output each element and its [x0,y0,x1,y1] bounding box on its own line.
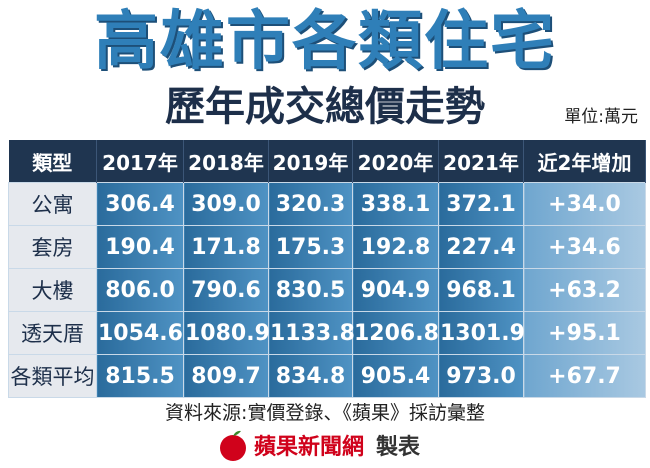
cell: 227.4 [438,225,524,269]
apple-logo [220,430,246,461]
cell: +67.7 [523,354,646,398]
cell: 1054.6 [96,311,184,355]
row-label: 大樓 [8,268,97,312]
cell: 338.1 [352,182,439,226]
made-by: 製表 [376,435,421,460]
column-header: 2018年 [183,140,269,183]
table-row: 各類平均 815.5 809.7 834.8 905.4 973.0 +67.7 [8,354,646,398]
cell: 192.8 [352,225,439,269]
cell: 834.8 [268,354,353,398]
column-header: 近2年增加 [523,140,646,183]
column-header: 2021年 [438,140,524,183]
cell: 1080.9 [183,311,270,355]
cell: 1133.8 [268,311,355,355]
column-header: 類型 [8,140,97,183]
row-label: 公寓 [8,182,97,226]
brand-name: 蘋果新聞網 [254,435,365,460]
source: 資料來源:實價登錄、《蘋果》採訪彙整 [165,402,485,424]
column-header: 2020年 [352,140,439,183]
subtitle: 歷年成交總價走勢 [165,83,485,130]
title: 高雄市各類住宅 [94,5,556,79]
table-body: 公寓 306.4 309.0 320.3 338.1 372.1 +34.0 套房 190.4 1… [8,182,646,398]
cell: 905.4 [352,354,439,398]
row-label: 透天厝 [8,311,97,355]
cell: 320.3 [268,182,353,226]
brand: 蘋果新聞網 製表 [218,426,420,464]
cell: 190.4 [96,225,184,269]
column-header: 2017年 [96,140,184,183]
price-table: 類型 2017年 2018年 2019年 2020年 2021年 近2年增加 公寓 306.4… [8,140,646,398]
row-label: 各類平均 [8,354,97,398]
cell: 790.6 [183,268,269,312]
table-row: 大樓 806.0 790.6 830.5 904.9 968.1 +63.2 [8,268,646,312]
cell: 309.0 [183,182,269,226]
row-label: 套房 [8,225,97,269]
cell: +95.1 [523,311,646,355]
cell: +63.2 [523,268,646,312]
header-row: 類型 2017年 2018年 2019年 2020年 2021年 近2年增加 [8,140,646,183]
cell: +34.0 [523,182,646,226]
cell: 175.3 [268,225,353,269]
cell: 372.1 [438,182,524,226]
cell: +34.6 [523,225,646,269]
cell: 806.0 [96,268,184,312]
cell: 1301.9 [438,311,525,355]
cell: 973.0 [438,354,524,398]
table-row: 透天厝 1054.6 1080.9 1133.8 1206.8 1301.9 +95.1 [8,311,646,355]
cell: 830.5 [268,268,353,312]
unit: 單位:萬元 [564,107,638,127]
cell: 1206.8 [352,311,439,355]
cell: 171.8 [183,225,269,269]
column-header: 2019年 [268,140,353,183]
cell: 306.4 [96,182,184,226]
cell: 904.9 [352,268,439,312]
table-row: 套房 190.4 171.8 175.3 192.8 227.4 +34.6 [8,225,646,269]
cell: 968.1 [438,268,524,312]
cell: 809.7 [183,354,269,398]
cell: 815.5 [96,354,184,398]
table-row: 公寓 306.4 309.0 320.3 338.1 372.1 +34.0 [8,182,646,226]
